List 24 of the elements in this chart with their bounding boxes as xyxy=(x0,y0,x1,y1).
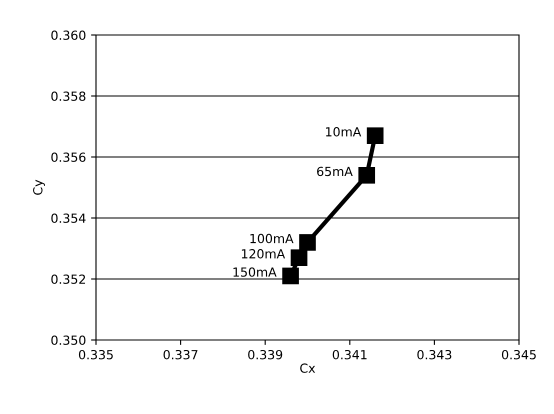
point xyxy=(366,127,384,144)
x-axis-title: Cx xyxy=(300,363,316,373)
x-tick-label: 0.345 xyxy=(502,350,536,360)
x-tick-label: 0.341 xyxy=(332,350,367,360)
annotation: 100mA xyxy=(250,234,294,244)
annotation: 150mA xyxy=(233,267,277,277)
y-tick-label: 0.350 xyxy=(51,335,86,345)
point xyxy=(358,166,376,184)
x-tick-label: 0.337 xyxy=(164,350,198,360)
y-axis-title: Cy xyxy=(33,180,45,195)
annotation: 120mA xyxy=(242,249,286,258)
y-tick-label: 0.358 xyxy=(51,91,86,101)
annotation: 65mA xyxy=(317,166,353,176)
annotation: 10mA xyxy=(326,127,362,136)
y-tick-label: 0.352 xyxy=(51,274,86,284)
x-tick-label: 0.339 xyxy=(248,350,282,360)
point xyxy=(290,249,308,266)
point xyxy=(282,268,299,284)
y-tick-label: 0.356 xyxy=(51,152,86,162)
point xyxy=(299,234,316,251)
x-tick-label: 0.335 xyxy=(78,350,113,360)
x-tick-label: 0.343 xyxy=(417,350,452,360)
y-tick-label: 0.354 xyxy=(51,213,86,223)
y-tick-label: 0.360 xyxy=(51,30,86,40)
